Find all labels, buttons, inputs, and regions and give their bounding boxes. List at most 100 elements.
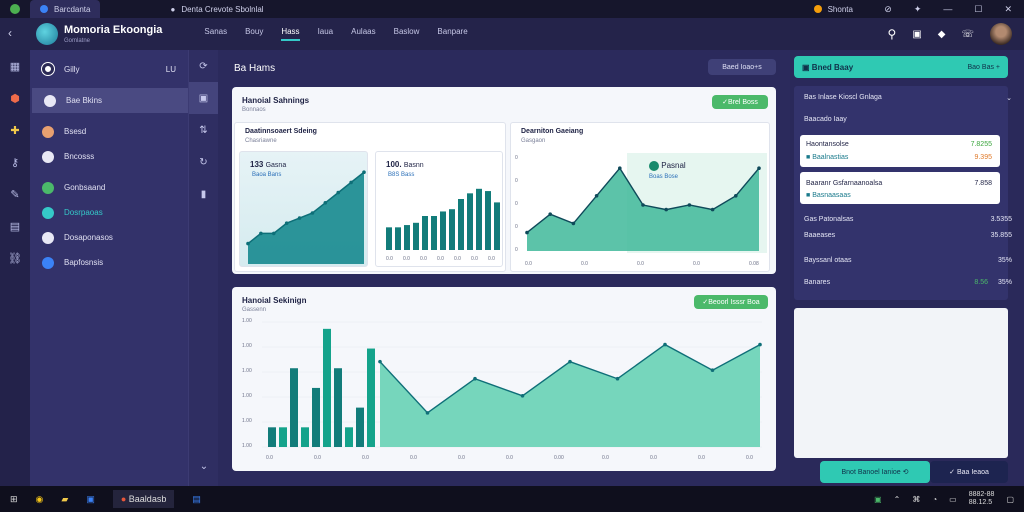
- chart-bars-b: 0.0 0.0 0.0 0.0 0.0 0.0 0.0: [386, 188, 500, 262]
- sidebar-item[interactable]: Bapfosnsis: [30, 250, 188, 275]
- expand-icon[interactable]: ⌄: [1006, 95, 1012, 102]
- panel-header-label: Bas Inlase Kioscl Gnlaga: [804, 94, 882, 101]
- taskbar-app[interactable]: ● Baaldasb: [112, 490, 175, 508]
- browser-app-icon[interactable]: ◉: [35, 493, 44, 504]
- x-tick-label: 0.0: [458, 455, 465, 461]
- sidebar-item[interactable]: Dosaponasos: [30, 225, 188, 250]
- pen-icon[interactable]: ✎: [10, 188, 20, 201]
- search-icon[interactable]: ⚲: [887, 27, 897, 41]
- card-badge-button[interactable]: ✓ Brel Boss: [712, 95, 768, 109]
- nav-item[interactable]: Banpare: [437, 27, 468, 36]
- volume-icon[interactable]: ◔: [932, 494, 938, 504]
- primary-action-button[interactable]: Bnot Banoel Ianioe ⟲: [820, 461, 930, 483]
- notification-icon[interactable]: ▢: [1006, 494, 1014, 504]
- sidebar-item[interactable]: Bncosss: [30, 144, 188, 169]
- network-icon[interactable]: ⌘: [912, 494, 921, 504]
- sync-icon[interactable]: ⇅: [199, 124, 208, 136]
- nav-item[interactable]: Iaua: [317, 27, 334, 36]
- secondary-action-button[interactable]: ✓ Baa Ieaoa: [930, 461, 1008, 483]
- folder-icon[interactable]: ▰: [61, 493, 69, 504]
- shield-icon[interactable]: ⬢: [10, 92, 20, 105]
- notifications-icon[interactable]: ◆: [937, 28, 946, 40]
- browser-icon[interactable]: [0, 0, 30, 18]
- x-tick-label: 0.0: [437, 256, 444, 262]
- extension-icon[interactable]: ⊘: [884, 3, 892, 14]
- area-point: [310, 211, 315, 215]
- card-badge-button[interactable]: ✓ Beoorl Isssr Boa: [694, 295, 768, 309]
- x-tick-label: 0.08: [749, 261, 759, 267]
- area-point: [378, 359, 382, 364]
- nav-item[interactable]: Aulaas: [351, 27, 376, 36]
- header-action-button[interactable]: Baed Ioao+s: [708, 59, 776, 75]
- sidebar-item[interactable]: Bsesd: [30, 119, 188, 144]
- area-fill: [527, 168, 759, 251]
- tray-green-icon[interactable]: ▣: [874, 494, 882, 504]
- highlight-row-1[interactable]: Haontansolse 7.8255 ■ Baalnastias 9.395: [800, 135, 1000, 167]
- highlight-row-2[interactable]: Baaranr Gsfarnaanoalsa 7.858 ■ Basnaasaa…: [800, 172, 1000, 204]
- browser-tab[interactable]: Shonta: [804, 0, 863, 18]
- panel-row[interactable]: Banares 8.56 35%: [804, 279, 1012, 286]
- document-icon[interactable]: ▣: [189, 82, 218, 114]
- avatar[interactable]: [990, 23, 1012, 45]
- nav-item[interactable]: Baslow: [393, 27, 420, 36]
- help-icon[interactable]: ☏: [961, 28, 974, 40]
- back-icon[interactable]: ‹: [8, 26, 12, 40]
- nav-item[interactable]: Bouy: [245, 27, 264, 36]
- grid-icon[interactable]: ▦: [9, 60, 21, 73]
- icon-rail: ▦ ⬢ ✚ ⚷ ✎ ▤ ⛓: [0, 50, 30, 486]
- subpanel-subtitle: Gasgaon: [521, 138, 546, 144]
- y-tick-label: 1.00: [242, 418, 252, 424]
- battery-icon[interactable]: ▭: [949, 494, 957, 504]
- panel-row[interactable]: Baaeases 35.855: [804, 232, 1012, 239]
- sidebar-item[interactable]: Bae Bkins: [32, 88, 188, 113]
- panel-button-extra: Bao Bas +: [967, 63, 1001, 71]
- x-tick-label: 0.0: [698, 455, 705, 461]
- github-icon: ●: [170, 4, 176, 14]
- link-icon[interactable]: ⛓: [8, 252, 22, 265]
- bar: [413, 222, 419, 250]
- check-icon: ✓: [949, 469, 955, 476]
- browser-tab-active[interactable]: Barcdanta: [30, 0, 101, 18]
- key-icon[interactable]: ⚷: [10, 156, 20, 169]
- bar: [467, 193, 473, 250]
- chevron-down-icon[interactable]: ⌄: [199, 460, 209, 472]
- chart-area-c: 0 0 0 0 0 0.0 0.0 0.0 0.0 0.08: [515, 155, 761, 267]
- rotate-icon[interactable]: ↻: [199, 156, 208, 168]
- x-tick-label: 0.0: [650, 455, 657, 461]
- store-icon[interactable]: ▣: [86, 493, 95, 504]
- nav-item[interactable]: Hass: [281, 27, 300, 41]
- close-button[interactable]: ✕: [1004, 3, 1012, 14]
- panel-row[interactable]: Bayssanl otaas 35%: [804, 257, 1012, 264]
- maximize-button[interactable]: ☐: [974, 3, 983, 14]
- sidebar-item[interactable]: Gonbsaand: [30, 175, 188, 200]
- panel-row[interactable]: Gas Patonalsas 3.5355: [804, 216, 1012, 223]
- refresh-icon[interactable]: ⟳: [199, 60, 208, 72]
- area-point: [641, 203, 645, 207]
- sidebar-item[interactable]: Dosrpaoas: [30, 200, 188, 225]
- bar: [404, 225, 410, 250]
- minimize-button[interactable]: —: [943, 3, 953, 14]
- primary-panel-button[interactable]: ▣ Bned Baay Bao Bas +: [794, 56, 1008, 78]
- puzzle-icon[interactable]: ✚: [10, 124, 20, 137]
- area-line: [247, 171, 365, 245]
- area-point: [664, 207, 668, 212]
- taskbar: ⊞ ◉ ▰ ▣ ● Baaldasb ▤ ▣ ⌃ ⌘ ◔ ▭ 8882-88 88…: [0, 486, 1024, 512]
- x-tick-label: 0.0: [525, 261, 532, 267]
- sidebar-header[interactable]: Gilly LU: [30, 50, 188, 88]
- clock[interactable]: 8882-88 88.12.5: [969, 491, 995, 506]
- refresh-icon: ⟲: [902, 469, 909, 476]
- table-icon[interactable]: ▤: [9, 220, 21, 233]
- up-arrow-icon[interactable]: ⌃: [893, 494, 901, 504]
- area-point: [336, 190, 341, 195]
- browser-tab-strip: Barcdanta ● Denta Crevote Sbolnlal Shonta…: [0, 0, 1024, 18]
- file-icon[interactable]: ▮: [200, 188, 207, 200]
- nav-item[interactable]: Sanas: [204, 27, 228, 36]
- panel-row-value: 35%: [997, 257, 1012, 264]
- start-icon[interactable]: ⊞: [10, 493, 18, 504]
- chat-icon[interactable]: ▣: [912, 28, 922, 40]
- browser-tab[interactable]: ● Denta Crevote Sbolnlal: [160, 0, 273, 18]
- file-app-icon[interactable]: ▤: [192, 493, 201, 504]
- y-tick-label: 0: [515, 155, 518, 161]
- settings-icon[interactable]: ✦: [913, 3, 922, 14]
- area-point: [362, 170, 366, 174]
